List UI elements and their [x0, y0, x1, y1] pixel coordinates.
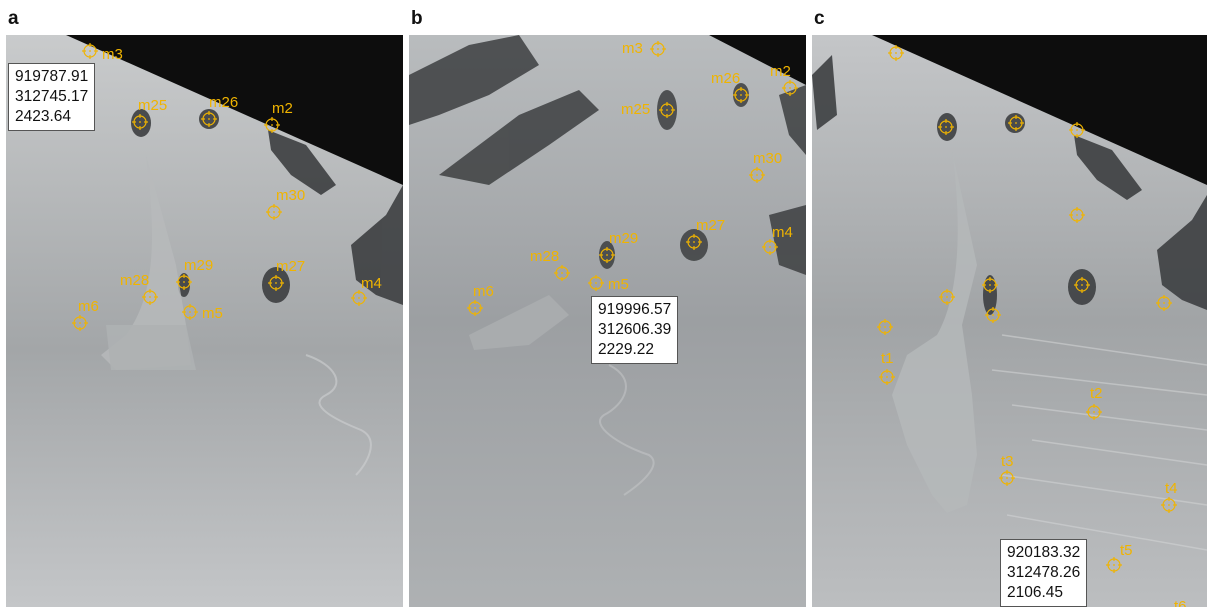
control-point-label: m30 [753, 150, 783, 167]
control-point-marker-icon [132, 114, 148, 130]
control-point-label: m28 [530, 248, 560, 265]
control-point-label: m2 [272, 100, 293, 117]
control-point-label: m26 [711, 70, 741, 87]
control-point-marker-icon [733, 87, 749, 103]
control-point-label: m29 [184, 257, 214, 274]
control-point-marker-icon [264, 117, 280, 133]
control-point-label: t1 [881, 350, 894, 367]
control-point-label: m29 [609, 230, 639, 247]
control-point-marker-icon [72, 315, 88, 331]
control-point-marker-icon [650, 41, 666, 57]
control-point-marker-icon [182, 304, 198, 320]
control-point-marker-icon [985, 307, 1001, 323]
coord-x: 919787.91 [15, 68, 89, 85]
control-point-marker-icon [982, 277, 998, 293]
control-point-marker-icon [1069, 122, 1085, 138]
control-point-marker-icon [599, 247, 615, 263]
control-point-marker-icon [351, 290, 367, 306]
coord-z: 2106.45 [1007, 584, 1064, 601]
control-point-label: m6 [473, 283, 494, 300]
coord-y: 312606.39 [598, 321, 672, 338]
coord-x: 920183.32 [1007, 544, 1081, 561]
control-point-marker-icon [749, 167, 765, 183]
coord-z: 2229.22 [598, 341, 655, 358]
control-point-marker-icon [1086, 404, 1102, 420]
control-point-marker-icon [142, 289, 158, 305]
panel-c-photo: t1 t2 t3 t4 t5 t6 920183.32 312478.26 2106.45 [812, 35, 1207, 607]
control-point-marker-icon [879, 369, 895, 385]
control-point-label: m4 [361, 275, 382, 292]
control-point-label: m25 [138, 97, 168, 114]
coord-y: 312745.17 [15, 88, 89, 105]
control-point-label: t2 [1090, 385, 1103, 402]
control-point-label: m4 [772, 224, 793, 241]
control-point-marker-icon [554, 265, 570, 281]
control-point-label: t5 [1120, 542, 1133, 559]
control-point-marker-icon [999, 470, 1015, 486]
panel-c-terrain [812, 35, 1207, 607]
control-point-marker-icon [1074, 277, 1090, 293]
control-point-marker-icon [1106, 557, 1122, 573]
control-point-marker-icon [176, 274, 192, 290]
control-point-label: m25 [621, 101, 651, 118]
coord-y: 312478.26 [1007, 564, 1081, 581]
coordinate-readout: 919787.91 312745.17 2423.64 [8, 63, 96, 131]
control-point-marker-icon [686, 234, 702, 250]
control-point-marker-icon [467, 300, 483, 316]
control-point-marker-icon [1008, 115, 1024, 131]
panel-a-photo: m3 m25 m26 m2 m30 m28 m29 m27 m4 m6 m5 919787.91 3… [6, 35, 403, 607]
control-point-label: m6 [78, 298, 99, 315]
control-point-marker-icon [888, 45, 904, 61]
panel-b-photo: m3 m26 m2 m25 m30 m29 m27 m4 m28 m6 m5 919996.57 3… [409, 35, 806, 607]
control-point-label: m5 [202, 305, 223, 322]
control-point-marker-icon [938, 119, 954, 135]
control-point-marker-icon [1156, 295, 1172, 311]
coord-z: 2423.64 [15, 108, 72, 125]
control-point-marker-icon [762, 239, 778, 255]
control-point-marker-icon [1069, 207, 1085, 223]
coordinate-readout: 920183.32 312478.26 2106.45 [1000, 539, 1088, 607]
control-point-label: t4 [1165, 480, 1178, 497]
control-point-marker-icon [782, 80, 798, 96]
control-point-label: m26 [209, 94, 239, 111]
control-point-marker-icon [939, 289, 955, 305]
panel-a-letter: a [8, 8, 19, 29]
control-point-label: m5 [608, 276, 629, 293]
control-point-marker-icon [659, 102, 675, 118]
control-point-label: m2 [770, 63, 791, 80]
control-point-marker-icon [588, 275, 604, 291]
coord-x: 919996.57 [598, 301, 672, 318]
panel-a-terrain [6, 35, 403, 607]
control-point-marker-icon [266, 204, 282, 220]
control-point-label: t3 [1001, 453, 1014, 470]
control-point-marker-icon [201, 111, 217, 127]
control-point-label: m3 [622, 40, 643, 57]
control-point-label: m30 [276, 187, 306, 204]
control-point-marker-icon [268, 275, 284, 291]
control-point-marker-icon [877, 319, 893, 335]
control-point-label: m27 [696, 217, 726, 234]
control-point-marker-icon [1161, 497, 1177, 513]
control-point-label: m28 [120, 272, 150, 289]
control-point-marker-icon [82, 43, 98, 59]
control-point-label: m3 [102, 46, 123, 63]
panel-b-letter: b [411, 8, 423, 29]
control-point-label: t6 [1174, 598, 1187, 607]
panel-c-letter: c [814, 8, 825, 29]
coordinate-readout: 919996.57 312606.39 2229.22 [591, 296, 679, 364]
control-point-label: m27 [276, 258, 306, 275]
